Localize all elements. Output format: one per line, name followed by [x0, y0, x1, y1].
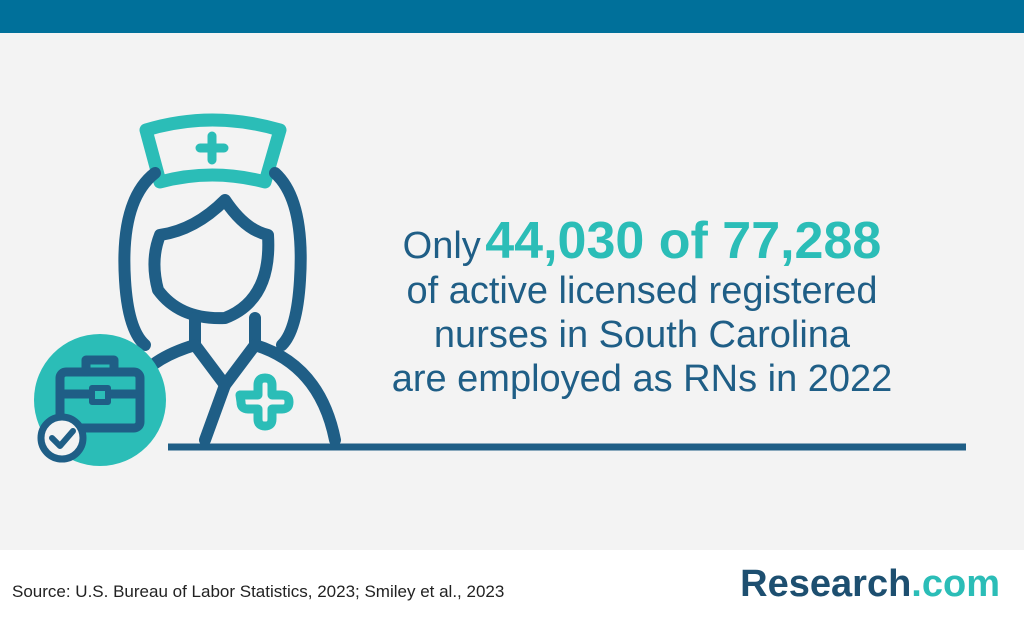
headline-line: of active licensed registered: [406, 270, 877, 312]
briefcase-clasp: [89, 385, 111, 405]
hair-left: [118, 167, 161, 351]
headline: Only 44,030 of 77,288: [403, 212, 882, 270]
logo-main: Research: [740, 563, 911, 605]
logo-accent: .com: [911, 563, 1000, 605]
chest-cross: [235, 373, 294, 431]
headline-line: nurses in South Carolina: [434, 314, 851, 356]
face: [148, 194, 275, 325]
headline-line: are employed as RNs in 2022: [392, 358, 893, 400]
check-badge: [37, 413, 87, 463]
briefcase: [55, 367, 145, 433]
cap-cross: [195, 131, 229, 165]
headline-lead: Only: [403, 225, 481, 267]
logo: Research.com: [740, 563, 1000, 605]
headline-highlight: 44,030 of 77,288: [485, 212, 881, 270]
hair-right: [269, 167, 307, 351]
coat-line: [199, 379, 231, 446]
top-bar: [0, 0, 1024, 33]
check-mark: [49, 428, 76, 449]
nurse-icon: [34, 113, 341, 466]
source: Source: U.S. Bureau of Labor Statistics,…: [12, 582, 504, 601]
